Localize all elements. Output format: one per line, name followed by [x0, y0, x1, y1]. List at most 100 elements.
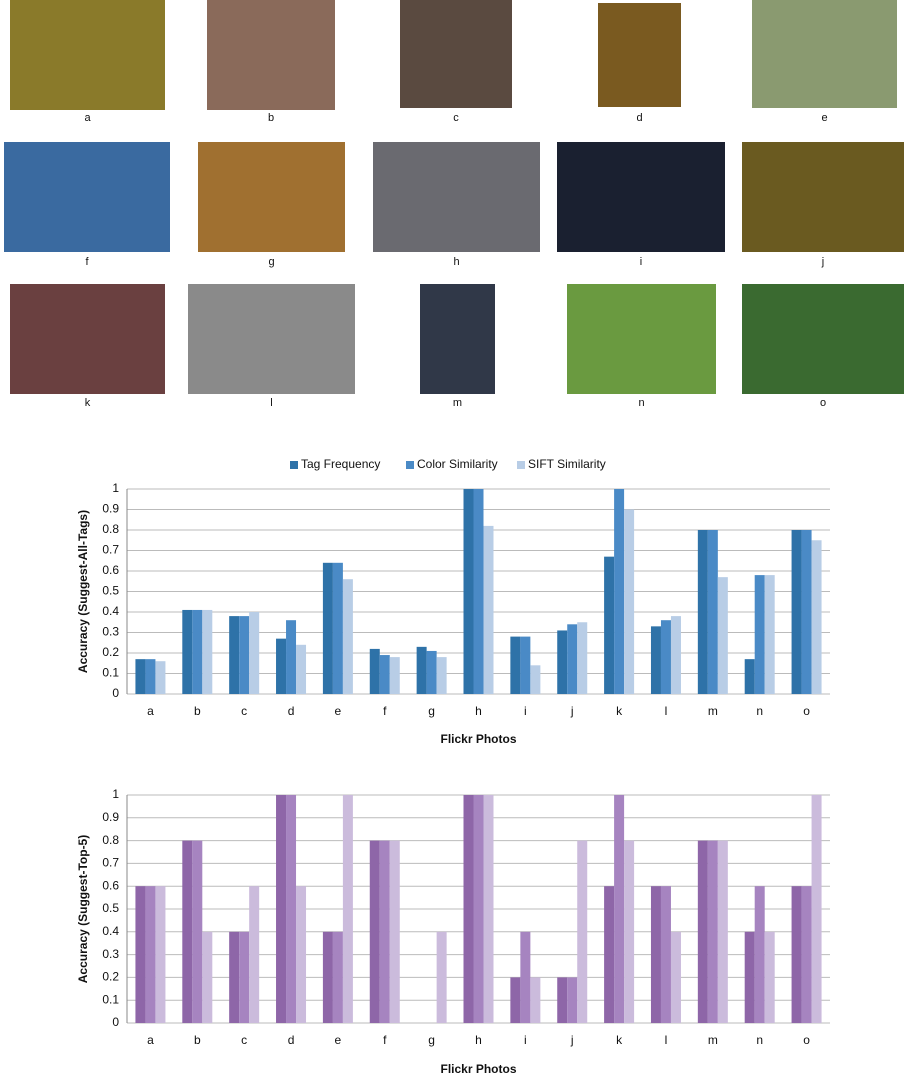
y-tick-label: 0.2 [102, 645, 119, 659]
y-tick-label: 0 [112, 686, 119, 700]
photo [207, 0, 335, 110]
bar [744, 659, 755, 694]
bar [135, 886, 146, 1023]
bar [697, 840, 708, 1023]
bar [229, 616, 240, 694]
bar [567, 624, 578, 694]
legend-swatch [290, 461, 298, 469]
bar [764, 575, 775, 694]
y-tick-label: 0.7 [102, 856, 119, 870]
photo [567, 284, 716, 394]
bar [182, 840, 193, 1023]
bar [791, 530, 802, 694]
bar [754, 886, 765, 1023]
bar [332, 931, 343, 1023]
x-tick-label: l [665, 704, 668, 718]
bar [717, 577, 728, 694]
bar [670, 931, 681, 1023]
x-tick-label: n [756, 704, 763, 718]
bar [660, 886, 671, 1023]
x-tick-label: f [383, 1033, 387, 1047]
x-tick-label: g [428, 704, 435, 718]
bar [322, 562, 333, 694]
y-axis-title: Accuracy (Suggest-Top-5) [76, 835, 90, 983]
x-axis-title: Flickr Photos [440, 1062, 516, 1076]
y-tick-label: 0.5 [102, 584, 119, 598]
photo-label: l [270, 397, 272, 409]
x-tick-label: e [335, 704, 342, 718]
photo-label: o [820, 397, 826, 409]
photo-label: i [640, 256, 642, 268]
x-tick-label: m [708, 704, 718, 718]
photo-label: n [638, 397, 644, 409]
x-tick-label: e [335, 1033, 342, 1047]
y-tick-label: 0.9 [102, 502, 119, 516]
bar [135, 659, 146, 694]
bar [463, 489, 474, 694]
photo-label: b [268, 112, 274, 124]
bar [202, 609, 213, 694]
x-tick-label: a [147, 704, 154, 718]
x-tick-label: g [428, 1033, 435, 1047]
y-tick-label: 0 [112, 1015, 119, 1029]
bar [426, 650, 437, 694]
photo [188, 284, 355, 394]
y-tick-label: 0.6 [102, 878, 119, 892]
x-tick-label: o [803, 1033, 810, 1047]
y-tick-label: 0.1 [102, 992, 119, 1006]
x-tick-label: i [524, 1033, 527, 1047]
bar [754, 575, 765, 694]
photo-label: j [821, 256, 824, 268]
bar [483, 525, 494, 694]
bar [577, 622, 588, 694]
x-tick-label: j [570, 1033, 574, 1047]
y-tick-label: 1 [112, 787, 119, 801]
bar [155, 886, 166, 1023]
x-tick-label: d [288, 1033, 295, 1047]
x-tick-label: k [616, 704, 623, 718]
bar [707, 530, 718, 694]
photo [557, 142, 725, 252]
x-tick-label: o [803, 704, 810, 718]
y-tick-label: 0.2 [102, 970, 119, 984]
bar [276, 795, 287, 1023]
bar [801, 530, 812, 694]
x-tick-label: k [616, 1033, 623, 1047]
bar [557, 630, 568, 694]
photo-label: c [453, 112, 459, 124]
photo-label: a [84, 112, 91, 124]
photo [373, 142, 540, 252]
bar [473, 795, 484, 1023]
y-tick-label: 0.3 [102, 947, 119, 961]
bar [473, 489, 484, 694]
photo [742, 142, 904, 252]
y-tick-label: 0.5 [102, 901, 119, 915]
bar [530, 977, 541, 1023]
bar [717, 840, 728, 1023]
legend-swatch [517, 461, 525, 469]
legend-label: SIFT Similarity [528, 457, 606, 471]
bar [192, 840, 203, 1023]
bar [145, 886, 156, 1023]
y-tick-label: 0.6 [102, 563, 119, 577]
bar [286, 620, 297, 694]
bar [379, 840, 390, 1023]
y-tick-label: 0.4 [102, 604, 119, 618]
photo-label: f [85, 256, 89, 268]
y-tick-label: 0.4 [102, 924, 119, 938]
bar [389, 840, 400, 1023]
y-axis-title: Accuracy (Suggest-All-Tags) [76, 510, 90, 673]
bar [483, 795, 494, 1023]
bar [624, 509, 635, 694]
x-tick-label: j [570, 704, 574, 718]
bar [604, 886, 615, 1023]
photo-label: d [636, 112, 642, 124]
x-tick-label: b [194, 1033, 201, 1047]
photo [400, 0, 512, 108]
x-axis-title: Flickr Photos [440, 732, 516, 746]
y-tick-label: 1 [112, 481, 119, 495]
bar [811, 540, 822, 694]
x-tick-label: n [756, 1033, 763, 1047]
bar [764, 931, 775, 1023]
